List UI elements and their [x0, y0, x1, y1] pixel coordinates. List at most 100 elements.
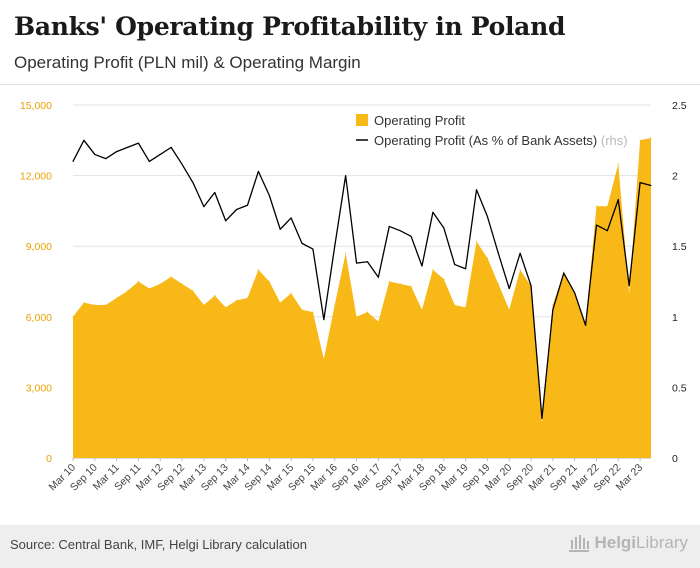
area-point: [312, 311, 314, 313]
line-point: [127, 146, 129, 148]
area-point: [225, 306, 227, 308]
line-point: [432, 211, 434, 213]
line-point: [541, 417, 543, 419]
operating-profit-chart: 0 3,000 6,000 9,000 12,000 15,000 0 0.5 1 1.5 2 2.…: [20, 100, 687, 494]
line-point: [116, 151, 118, 153]
legend: Operating Profit Operating Profit (As % …: [356, 113, 628, 148]
line-point: [519, 252, 521, 254]
footer: Source: Central Bank, IMF, Helgi Library…: [0, 525, 700, 568]
line-operating-margin: [72, 139, 652, 420]
legend-rhs-note: (rhs): [601, 133, 628, 148]
line-point: [410, 235, 412, 237]
logo-word-library: Library: [636, 533, 688, 552]
area-point: [246, 297, 249, 299]
line-point: [595, 224, 597, 226]
right-axis: 0 0.5 1 1.5 2 2.5: [672, 100, 687, 465]
area-point: [541, 422, 543, 424]
area-point: [475, 240, 478, 243]
line-point: [476, 189, 478, 191]
line-point: [192, 182, 194, 184]
line-point: [377, 276, 379, 278]
area-point: [410, 285, 412, 287]
area-series-layer: [72, 137, 652, 458]
area-point: [83, 302, 85, 304]
line-point: [225, 220, 227, 222]
line-point: [421, 265, 423, 267]
legend-swatch-operating-profit: [356, 114, 368, 126]
line-point: [497, 252, 499, 254]
area-point: [323, 358, 325, 360]
area-point: [617, 163, 619, 165]
area-point: [595, 205, 598, 207]
line-point: [236, 208, 238, 210]
area-point: [72, 316, 74, 318]
line-point: [388, 225, 390, 227]
area-point: [366, 311, 369, 313]
area-point: [639, 139, 641, 141]
left-tick-label: 6,000: [26, 312, 52, 324]
area-point: [377, 320, 379, 323]
line-point: [312, 248, 314, 250]
right-tick-label: 0.5: [672, 382, 687, 394]
left-tick-label: 9,000: [26, 241, 52, 253]
right-tick-label: 2.5: [672, 100, 687, 112]
page-title: Banks' Operating Profitability in Poland: [14, 12, 566, 41]
area-point: [628, 292, 630, 294]
line-point: [530, 285, 532, 287]
line-point: [214, 192, 216, 194]
line-point: [617, 199, 619, 201]
line-point: [628, 285, 630, 287]
line-point: [563, 272, 565, 274]
line-point: [486, 216, 488, 218]
area-point: [94, 304, 96, 306]
line-point: [290, 217, 292, 219]
line-point: [334, 245, 336, 247]
area-point: [421, 309, 423, 311]
area-point: [235, 299, 238, 301]
library-columns-icon: [569, 535, 590, 552]
helgi-library-logo[interactable]: HelgiLibrary: [568, 533, 688, 553]
area-point: [650, 137, 652, 139]
line-point: [465, 268, 467, 270]
right-tick-label: 1.5: [672, 241, 687, 253]
area-point: [116, 297, 118, 299]
area-point: [552, 304, 554, 306]
area-point: [486, 257, 489, 259]
area-point: [105, 304, 107, 306]
area-point: [454, 304, 456, 306]
line-point: [105, 158, 107, 160]
area-point: [443, 278, 445, 280]
source-note: Source: Central Bank, IMF, Helgi Library…: [10, 537, 307, 552]
line-point: [83, 139, 85, 141]
line-point: [170, 146, 172, 148]
left-tick-label: 12,000: [20, 171, 52, 183]
area-point: [399, 283, 401, 285]
area-point: [181, 283, 183, 285]
line-point: [574, 292, 576, 294]
area-point: [334, 304, 336, 306]
left-tick-label: 3,000: [26, 382, 52, 394]
line-point: [268, 194, 270, 196]
area-point: [214, 295, 216, 297]
line-point: [257, 170, 259, 172]
area-point: [148, 287, 150, 290]
line-point: [508, 288, 510, 290]
line-point: [323, 319, 325, 321]
area-point: [345, 252, 347, 254]
area-point: [508, 309, 510, 311]
area-point: [563, 271, 565, 273]
line-point: [639, 182, 641, 184]
line-point: [552, 309, 554, 311]
area-point: [606, 205, 608, 207]
area-point: [388, 280, 390, 283]
area-point: [257, 269, 259, 271]
line-point: [159, 153, 161, 155]
area-point: [268, 280, 270, 283]
line-point: [356, 262, 358, 264]
area-point: [126, 290, 129, 292]
area-point: [355, 316, 358, 318]
right-tick-label: 0: [672, 453, 678, 465]
right-tick-label: 1: [672, 312, 678, 324]
